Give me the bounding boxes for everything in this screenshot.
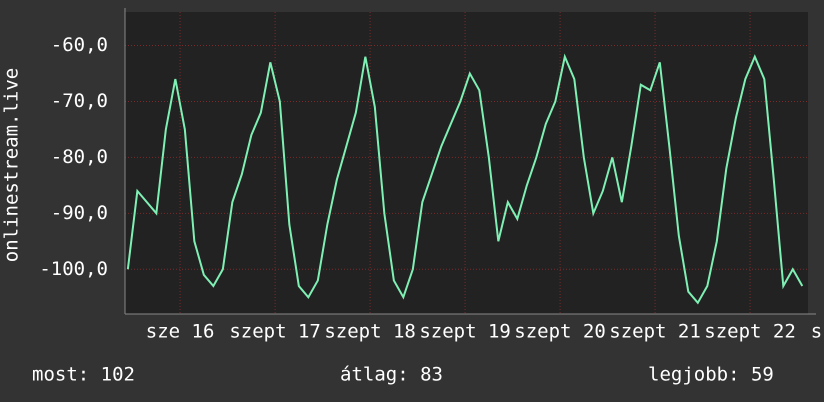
y-tick-label: -80,0 (51, 146, 108, 168)
y-axis-label: onlinestream.live (1, 68, 23, 262)
y-tick-label: -70,0 (51, 90, 108, 112)
stat-current: most: 102 (32, 364, 135, 386)
x-tick-label: szept 21 (609, 321, 701, 343)
x-tick-label: sze 23 (811, 321, 824, 343)
plot-area (125, 12, 808, 314)
data-line (126, 53, 804, 305)
stat-best: legjobb: 59 (648, 364, 774, 386)
y-tick-label: -90,0 (51, 202, 108, 224)
x-tick-label: szept 17 (229, 321, 321, 343)
y-tick-label: -100,0 (39, 258, 108, 280)
x-tick-label: sze 16 (146, 321, 215, 343)
x-tick-label: szept 19 (419, 321, 511, 343)
x-tick-label: szept 22 (704, 321, 796, 343)
x-tick-label: szept 20 (514, 321, 606, 343)
y-tick-label: -60,0 (51, 34, 108, 56)
x-tick-label: szept 18 (324, 321, 416, 343)
stat-average: átlag: 83 (340, 364, 443, 386)
